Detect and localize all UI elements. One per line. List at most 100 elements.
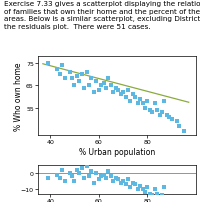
Point xyxy=(107,170,110,173)
Text: Exercise 7.33 gives a scatterplot displaying the relationship between the percen: Exercise 7.33 gives a scatterplot displa… xyxy=(4,1,200,29)
Point xyxy=(87,84,91,87)
Point xyxy=(146,186,149,189)
Point xyxy=(63,179,66,183)
Point xyxy=(78,80,81,83)
Point xyxy=(102,82,105,85)
Point xyxy=(61,168,64,171)
Point xyxy=(158,114,161,117)
Point xyxy=(136,187,139,191)
Point xyxy=(131,181,134,184)
Point xyxy=(151,111,154,115)
Point xyxy=(182,129,185,133)
Point xyxy=(165,114,168,117)
Point xyxy=(109,84,113,87)
Point xyxy=(97,178,100,181)
Point xyxy=(134,183,137,186)
Point xyxy=(134,96,137,99)
Point xyxy=(138,184,142,187)
Point xyxy=(56,173,59,176)
Point xyxy=(102,173,105,176)
Point xyxy=(83,86,86,90)
Point xyxy=(126,89,130,92)
Point xyxy=(119,181,122,184)
Point xyxy=(148,109,151,112)
Point xyxy=(78,171,81,175)
Point xyxy=(153,187,156,191)
Point xyxy=(148,192,151,196)
Point xyxy=(117,178,120,181)
Point xyxy=(119,93,122,97)
Point xyxy=(129,100,132,103)
Point xyxy=(73,179,76,183)
Point xyxy=(163,186,166,189)
Point xyxy=(104,86,108,90)
Point xyxy=(131,93,134,97)
Point xyxy=(92,181,96,184)
Point xyxy=(124,96,127,99)
Point xyxy=(104,176,108,180)
Point xyxy=(68,171,71,175)
Point xyxy=(90,170,93,173)
Point xyxy=(126,178,130,181)
Point xyxy=(117,89,120,92)
Point xyxy=(114,176,117,180)
Point xyxy=(70,77,74,81)
Point xyxy=(80,73,83,76)
Point xyxy=(170,118,173,121)
Y-axis label: % Who own home: % Who own home xyxy=(14,62,23,130)
Point xyxy=(46,62,49,65)
Point xyxy=(175,200,178,202)
Point xyxy=(165,196,168,199)
Point xyxy=(160,111,164,115)
Point xyxy=(158,196,161,199)
Point xyxy=(141,102,144,105)
Point xyxy=(170,199,173,202)
Point xyxy=(80,167,83,170)
Point xyxy=(129,186,132,189)
Point xyxy=(68,71,71,74)
Point xyxy=(58,176,61,180)
Point xyxy=(75,168,78,171)
Point xyxy=(92,91,96,94)
Point xyxy=(70,175,74,178)
Point xyxy=(163,100,166,103)
Point xyxy=(138,98,142,101)
Point xyxy=(75,75,78,78)
Point xyxy=(121,91,125,94)
Point xyxy=(168,197,171,200)
Point xyxy=(95,171,98,175)
Point xyxy=(177,125,181,128)
Point xyxy=(160,194,164,197)
Point xyxy=(100,84,103,87)
Point xyxy=(73,84,76,87)
Point xyxy=(136,102,139,105)
Point xyxy=(87,175,91,178)
Point xyxy=(61,64,64,67)
Point xyxy=(175,120,178,123)
Point xyxy=(156,109,159,112)
Point xyxy=(109,175,113,178)
Point xyxy=(107,77,110,81)
Point xyxy=(112,91,115,94)
Point xyxy=(97,89,100,92)
Point xyxy=(58,73,61,76)
Point xyxy=(85,165,88,168)
Point xyxy=(143,191,147,194)
Point xyxy=(56,68,59,72)
Point xyxy=(90,77,93,81)
Point xyxy=(146,100,149,103)
Point xyxy=(153,102,156,105)
Point xyxy=(95,80,98,83)
Point xyxy=(83,176,86,180)
Point xyxy=(124,183,127,186)
Point xyxy=(46,176,49,180)
X-axis label: % Urban population: % Urban population xyxy=(79,147,155,156)
Point xyxy=(156,192,159,196)
Point xyxy=(121,179,125,183)
Point xyxy=(100,175,103,178)
Point xyxy=(114,86,117,90)
Point xyxy=(151,194,154,197)
Point xyxy=(168,116,171,119)
Point xyxy=(143,107,147,110)
Point xyxy=(85,71,88,74)
